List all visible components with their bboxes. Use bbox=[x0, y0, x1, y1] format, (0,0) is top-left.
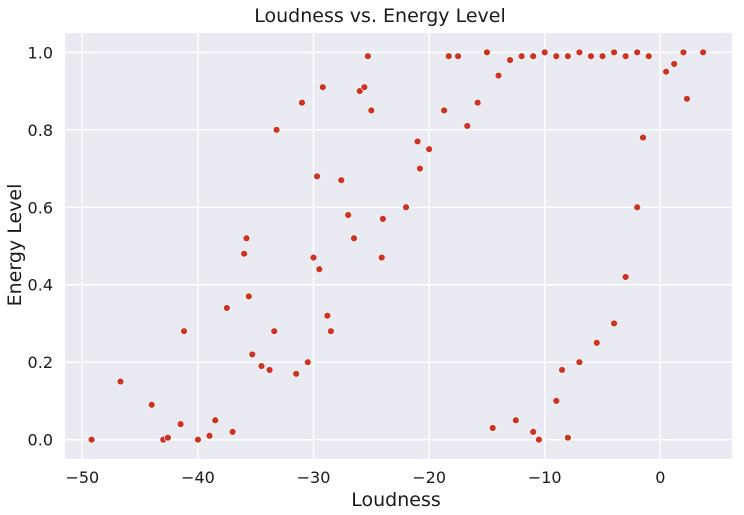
scatter-point bbox=[323, 312, 332, 320]
scatter-point bbox=[552, 397, 560, 405]
scatter-point bbox=[610, 319, 618, 328]
scatter-point bbox=[319, 83, 327, 91]
scatter-point bbox=[587, 52, 595, 60]
scatter-point bbox=[413, 137, 422, 146]
scatter-point bbox=[541, 48, 549, 57]
scatter-point bbox=[265, 366, 274, 374]
scatter-point bbox=[304, 358, 312, 366]
scatter-point bbox=[621, 273, 630, 281]
data-points bbox=[87, 48, 707, 444]
x-tick-label: −50 bbox=[65, 468, 99, 487]
scatter-point bbox=[313, 172, 321, 180]
scatter-point bbox=[350, 234, 358, 242]
scatter-point bbox=[327, 327, 335, 335]
scatter-point bbox=[272, 126, 281, 134]
scatter-point bbox=[683, 95, 691, 103]
y-tick-label: 0.0 bbox=[28, 431, 53, 450]
scatter-point bbox=[552, 52, 560, 60]
scatter-point bbox=[598, 52, 607, 60]
scatter-point bbox=[483, 48, 491, 57]
grid-lines bbox=[65, 33, 732, 459]
scatter-point bbox=[463, 122, 471, 130]
chart-title: Loudness vs. Energy Level bbox=[254, 5, 505, 27]
scatter-point bbox=[494, 71, 503, 80]
y-axis-label: Energy Level bbox=[4, 184, 26, 307]
x-axis-ticks: −50 −40 −30 −20 −10 0 bbox=[65, 468, 665, 487]
scatter-point bbox=[240, 250, 248, 258]
scatter-point bbox=[402, 203, 410, 211]
x-axis-label: Loudness bbox=[351, 489, 441, 511]
y-tick-label: 0.4 bbox=[28, 276, 53, 295]
scatter-point bbox=[337, 176, 345, 184]
scatter-point bbox=[344, 211, 352, 219]
scatter-point bbox=[245, 292, 253, 301]
scatter-point bbox=[610, 48, 618, 57]
scatter-point bbox=[87, 435, 96, 444]
scatter-point bbox=[633, 203, 641, 211]
x-tick-label: −20 bbox=[412, 468, 446, 487]
scatter-point bbox=[257, 362, 266, 370]
scatter-point bbox=[679, 48, 688, 57]
scatter-point bbox=[364, 52, 372, 60]
scatter-point bbox=[248, 350, 256, 359]
scatter-point bbox=[575, 48, 584, 57]
scatter-point bbox=[633, 48, 641, 57]
scatter-point bbox=[558, 366, 566, 374]
scatter-point bbox=[194, 435, 202, 444]
scatter-point bbox=[639, 133, 647, 142]
scatter-point bbox=[270, 327, 278, 335]
y-tick-label: 0.6 bbox=[28, 198, 53, 217]
scatter-point bbox=[309, 253, 318, 262]
scatter-point bbox=[593, 339, 601, 347]
scatter-point bbox=[211, 416, 219, 424]
scatter-point bbox=[367, 106, 376, 115]
scatter-point bbox=[454, 52, 462, 60]
y-axis-ticks: 0.0 0.2 0.4 0.6 0.8 1.0 bbox=[28, 43, 53, 449]
scatter-point bbox=[699, 48, 707, 57]
y-tick-label: 1.0 bbox=[28, 43, 53, 62]
scatter-point bbox=[205, 432, 214, 440]
scatter-point bbox=[147, 401, 156, 409]
scatter-point bbox=[416, 164, 424, 173]
y-tick-label: 0.8 bbox=[28, 121, 53, 140]
scatter-point bbox=[564, 434, 572, 442]
scatter-point bbox=[621, 52, 630, 60]
scatter-point bbox=[575, 358, 584, 366]
plot-background bbox=[65, 33, 732, 459]
scatter-point bbox=[517, 52, 526, 60]
scatter-point bbox=[379, 215, 387, 223]
scatter-point bbox=[662, 68, 670, 76]
scatter-point bbox=[223, 304, 231, 312]
x-tick-label: 0 bbox=[655, 468, 665, 487]
scatter-point bbox=[116, 377, 125, 386]
scatter-point bbox=[242, 234, 251, 242]
scatter-point bbox=[489, 424, 497, 432]
y-tick-label: 0.2 bbox=[28, 353, 53, 372]
scatter-point bbox=[670, 60, 678, 68]
scatter-point bbox=[298, 99, 306, 107]
scatter-point bbox=[292, 370, 300, 378]
scatter-point bbox=[176, 420, 185, 428]
x-tick-label: −30 bbox=[297, 468, 331, 487]
scatter-point bbox=[440, 106, 448, 115]
scatter-point bbox=[535, 435, 543, 444]
scatter-point bbox=[473, 99, 482, 107]
scatter-point bbox=[228, 428, 237, 436]
scatter-point bbox=[425, 145, 433, 153]
scatter-point bbox=[445, 52, 453, 60]
scatter-point bbox=[378, 253, 386, 262]
scatter-point bbox=[564, 52, 572, 60]
x-tick-label: −10 bbox=[528, 468, 562, 487]
scatter-point bbox=[180, 327, 188, 335]
scatter-point bbox=[645, 52, 653, 60]
scatter-point bbox=[512, 416, 520, 424]
scatter-point bbox=[529, 52, 537, 60]
scatter-point bbox=[164, 434, 172, 442]
scatter-point bbox=[506, 56, 514, 64]
x-tick-label: −40 bbox=[181, 468, 215, 487]
scatter-point bbox=[529, 428, 537, 436]
scatter-point bbox=[360, 83, 369, 91]
scatter-point bbox=[315, 265, 324, 273]
